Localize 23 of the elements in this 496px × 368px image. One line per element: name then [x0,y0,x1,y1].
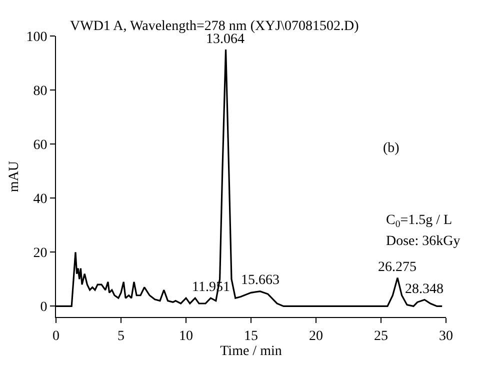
x-tick-label: 15 [244,328,258,344]
x-tick-label: 25 [374,328,388,344]
y-tick-label: 60 [33,138,48,153]
annotation: C$_{0}$=1.5g / L [386,213,452,230]
y-tick-label: 20 [33,246,48,262]
annotation: 15.663 [241,273,280,288]
annotation: (b) [383,141,400,156]
y-tick-label: 100 [26,30,48,45]
y-tick-label: 80 [33,84,48,99]
y-tick-label: 0 [40,300,48,316]
y-axis-title: mAU [6,160,22,192]
x-tick-label: 5 [118,328,124,344]
annotation: 28.348 [405,282,444,297]
x-tick-label: 10 [179,328,193,344]
x-tick-label: 0 [52,328,60,344]
chart-title: VWD1 A, Wavelength=278 nm (XYJ\07081502.D) [70,19,360,34]
x-tick-label: 20 [309,328,323,344]
x-tick-label: 30 [439,328,453,344]
x-axis-title: Time / min [220,344,282,360]
annotation: 13.064 [206,32,244,47]
annotation: 26.275 [378,260,416,275]
annotation: Dose: 36kGy [386,234,460,249]
y-tick-label: 40 [33,192,48,208]
